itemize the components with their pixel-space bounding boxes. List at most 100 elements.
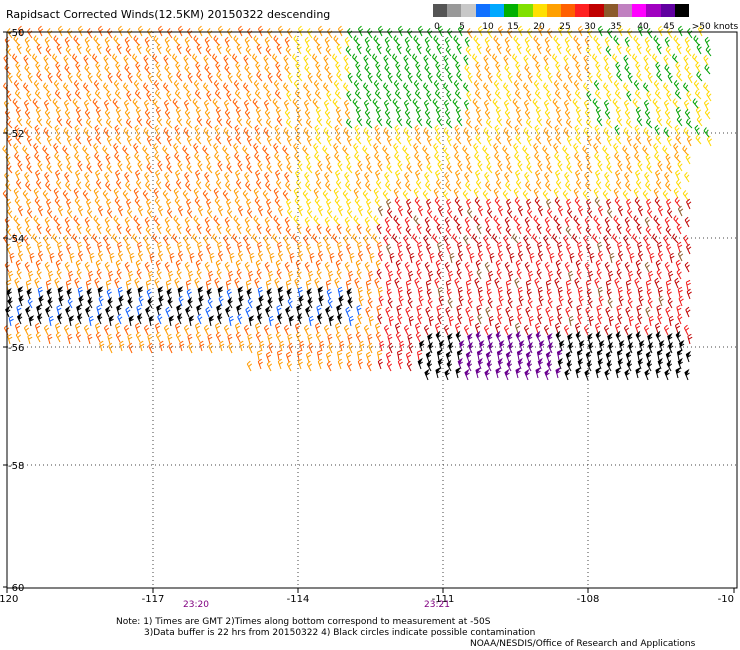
- wind-barb: [289, 252, 295, 264]
- wind-barb: [107, 296, 113, 309]
- wind-barb: [334, 322, 341, 334]
- wind-barb: [316, 43, 322, 55]
- wind-barb: [235, 169, 241, 181]
- wind-barb: [36, 303, 42, 316]
- wind-barb: [474, 197, 481, 208]
- wind-barb: [683, 127, 690, 138]
- wind-barb: [284, 216, 290, 228]
- wind-barb: [37, 241, 43, 253]
- wind-barb: [43, 82, 50, 93]
- wind-barb: [443, 234, 449, 246]
- wind-barb: [325, 118, 333, 129]
- wind-barb: [388, 342, 394, 354]
- wind-barb: [197, 250, 204, 262]
- wind-barb: [277, 160, 283, 172]
- wind-barb: [455, 367, 462, 379]
- lat-tick-label: -60: [8, 583, 24, 594]
- wind-barb: [486, 135, 493, 147]
- wind-barb: [347, 28, 353, 39]
- lat-tick-label: -52: [8, 129, 24, 140]
- wind-barb: [15, 331, 22, 343]
- wind-barb: [589, 252, 595, 264]
- wind-barb: [463, 82, 470, 93]
- wind-barb: [415, 259, 421, 271]
- wind-barb: [437, 160, 443, 172]
- wind-barb: [267, 72, 273, 84]
- wind-barb: [496, 116, 503, 127]
- wind-barb: [532, 53, 539, 64]
- wind-barb: [365, 46, 372, 57]
- wind-barb: [403, 82, 410, 93]
- wind-barb: [456, 179, 462, 190]
- wind-barb: [263, 82, 270, 93]
- wind-barb: [215, 106, 222, 118]
- wind-barb: [634, 197, 641, 208]
- wind-barb: [265, 181, 272, 192]
- wind-barb: [278, 294, 284, 307]
- wind-barb: [312, 53, 319, 64]
- wind-barb: [615, 259, 621, 271]
- wind-barb: [582, 145, 589, 156]
- wind-barb: [44, 36, 50, 48]
- wind-barb: [125, 118, 133, 129]
- wind-barb: [336, 179, 342, 190]
- wind-barb: [597, 250, 604, 262]
- wind-barb: [204, 171, 210, 183]
- wind-barb: [172, 98, 179, 109]
- wind-barb: [137, 250, 144, 262]
- wind-barb: [143, 54, 149, 66]
- wind-barb: [115, 61, 121, 73]
- wind-barb: [24, 261, 30, 273]
- wind-barb: [86, 198, 92, 210]
- wind-barb: [187, 296, 193, 309]
- wind-barb: [537, 241, 543, 253]
- wind-barb: [104, 36, 110, 48]
- lat-tick-label: -50: [8, 28, 24, 39]
- wind-barb: [297, 312, 303, 325]
- wind-barb: [593, 215, 600, 226]
- legend-swatch: [617, 4, 633, 17]
- wind-barb: [95, 259, 101, 271]
- wind-barb: [114, 89, 122, 100]
- wind-barb: [474, 277, 480, 289]
- wind-barb: [703, 99, 710, 111]
- wind-barb: [255, 259, 261, 271]
- wind-barb: [184, 171, 190, 183]
- wind-barb: [122, 190, 129, 201]
- wind-barb: [557, 205, 564, 217]
- wind-barb: [306, 287, 312, 300]
- wind-barb: [372, 98, 379, 109]
- wind-barb: [417, 160, 423, 172]
- wind-barb: [553, 35, 560, 46]
- wind-barb: [657, 160, 663, 172]
- wind-barb: [396, 43, 402, 55]
- wind-barb: [244, 64, 251, 75]
- wind-barb: [14, 124, 20, 136]
- wind-barb: [477, 313, 483, 325]
- wind-barb: [336, 268, 342, 280]
- wind-barb: [104, 261, 110, 273]
- wind-barb: [77, 286, 83, 298]
- wind-barb: [174, 89, 182, 100]
- wind-barb: [233, 80, 240, 91]
- wind-barb: [325, 181, 332, 192]
- wind-barb: [265, 118, 273, 129]
- wind-barb: [394, 124, 400, 136]
- wind-barb: [426, 243, 432, 255]
- wind-barb: [656, 71, 663, 82]
- wind-barb: [347, 72, 353, 84]
- wind-barb: [193, 187, 199, 199]
- wind-barb: [523, 234, 529, 246]
- wind-barb: [322, 145, 329, 156]
- wind-barb: [706, 135, 713, 147]
- wind-barb: [203, 99, 210, 111]
- wind-barb: [103, 99, 110, 111]
- wind-barb: [32, 98, 39, 109]
- wind-barb: [204, 109, 211, 120]
- wind-barb: [248, 342, 254, 354]
- wind-barb: [368, 342, 374, 354]
- wind-barb: [56, 43, 62, 55]
- wind-barb: [497, 357, 503, 370]
- wind-barb: [144, 64, 151, 75]
